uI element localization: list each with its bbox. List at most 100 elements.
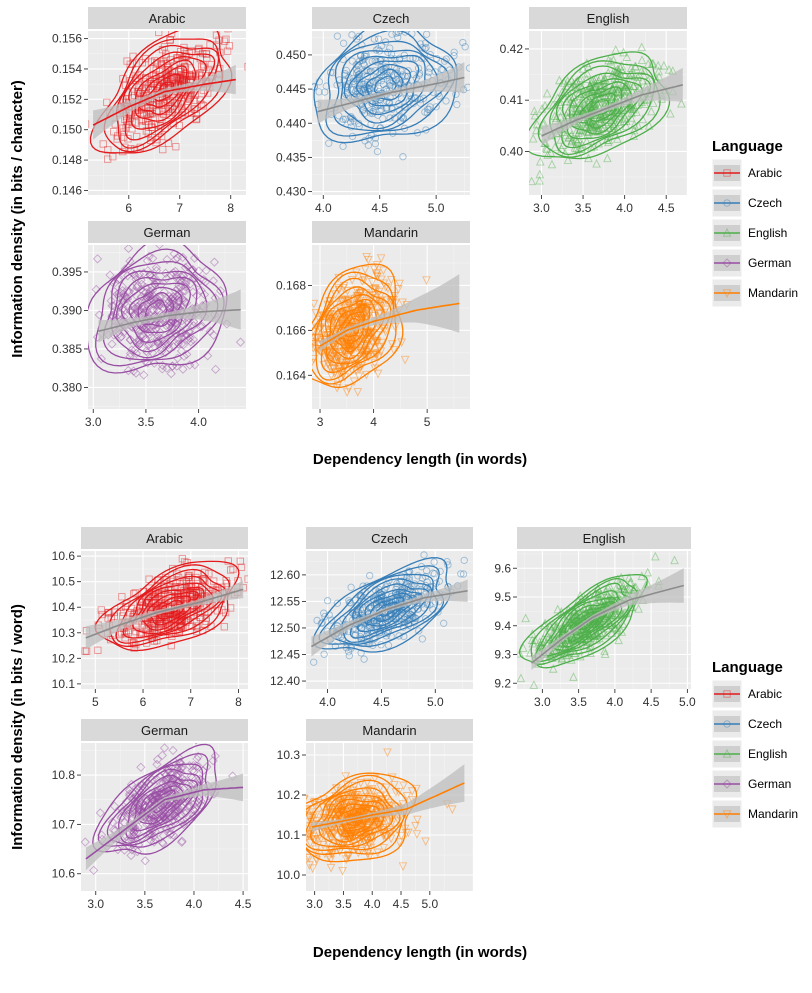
data-point bbox=[148, 299, 158, 309]
data-point bbox=[165, 812, 175, 823]
data-point bbox=[366, 308, 376, 318]
data-point bbox=[148, 253, 158, 264]
data-point bbox=[437, 65, 446, 74]
data-point bbox=[147, 775, 157, 785]
data-point bbox=[180, 587, 188, 595]
x-tick-label: 4.5 bbox=[643, 695, 660, 709]
data-point bbox=[114, 274, 125, 284]
data-point bbox=[142, 127, 151, 135]
data-point bbox=[418, 44, 426, 52]
data-point bbox=[145, 289, 155, 300]
data-point bbox=[330, 313, 340, 323]
data-point bbox=[631, 61, 641, 71]
data-point bbox=[165, 823, 176, 833]
data-point bbox=[542, 88, 552, 98]
data-point bbox=[123, 365, 133, 376]
data-point bbox=[564, 132, 574, 142]
data-point bbox=[312, 344, 318, 353]
data-point bbox=[163, 298, 173, 309]
data-point bbox=[133, 88, 142, 96]
data-point bbox=[370, 774, 380, 784]
data-point bbox=[171, 806, 181, 816]
data-point bbox=[398, 298, 407, 308]
data-point bbox=[356, 333, 365, 343]
data-point bbox=[568, 611, 577, 621]
data-point bbox=[174, 289, 185, 299]
data-point bbox=[323, 808, 333, 818]
data-point bbox=[350, 781, 359, 791]
data-point bbox=[140, 282, 151, 292]
data-point bbox=[306, 811, 309, 818]
facet-strip-label: Mandarin bbox=[364, 225, 418, 240]
data-point bbox=[643, 59, 653, 68]
data-point bbox=[339, 284, 348, 293]
data-point bbox=[628, 104, 638, 114]
data-point bbox=[339, 830, 349, 839]
smooth-line bbox=[317, 76, 465, 113]
data-point bbox=[386, 114, 394, 122]
x-tick-label: 3.0 bbox=[534, 695, 551, 709]
data-point bbox=[366, 820, 376, 830]
data-point bbox=[135, 325, 145, 336]
data-point bbox=[161, 775, 171, 785]
data-point bbox=[621, 586, 631, 596]
data-point bbox=[196, 69, 204, 77]
data-point bbox=[355, 289, 365, 298]
data-point bbox=[367, 278, 377, 287]
x-tick-label: 4.5 bbox=[373, 695, 390, 709]
data-point bbox=[156, 787, 167, 797]
data-point bbox=[361, 789, 371, 799]
data-point bbox=[330, 348, 339, 358]
data-point bbox=[353, 388, 363, 397]
data-point bbox=[344, 314, 354, 324]
data-point bbox=[585, 636, 595, 645]
data-point bbox=[134, 305, 145, 316]
data-point bbox=[593, 126, 603, 136]
data-point bbox=[353, 809, 363, 819]
x-tick-label: 6 bbox=[125, 201, 132, 215]
density-contour bbox=[138, 785, 184, 825]
legend-item-mandarin: Mandarin bbox=[711, 278, 798, 308]
confidence-band bbox=[311, 579, 468, 657]
data-point bbox=[422, 567, 431, 575]
density-contour bbox=[332, 40, 450, 132]
data-point bbox=[162, 824, 172, 834]
data-point bbox=[161, 274, 172, 284]
data-point bbox=[607, 610, 617, 620]
data-point bbox=[575, 103, 585, 113]
data-point bbox=[164, 301, 174, 311]
facet-strip bbox=[517, 527, 691, 549]
data-point bbox=[133, 307, 143, 317]
data-point bbox=[379, 832, 388, 841]
data-point bbox=[131, 274, 141, 284]
data-point bbox=[341, 855, 351, 865]
data-point bbox=[351, 631, 359, 640]
data-point bbox=[365, 334, 375, 344]
data-point bbox=[307, 814, 317, 823]
data-point bbox=[366, 796, 376, 806]
data-point bbox=[164, 105, 172, 113]
data-point bbox=[579, 602, 589, 612]
data-point bbox=[115, 332, 126, 343]
data-point bbox=[341, 315, 351, 324]
data-point bbox=[371, 338, 381, 348]
data-point bbox=[722, 258, 732, 268]
density-contour bbox=[314, 277, 395, 381]
data-point bbox=[312, 333, 317, 343]
data-point bbox=[169, 249, 179, 259]
data-point bbox=[611, 45, 621, 54]
data-point bbox=[611, 589, 621, 598]
data-point bbox=[261, 298, 269, 306]
data-point bbox=[151, 791, 161, 801]
data-point bbox=[152, 71, 160, 79]
data-point bbox=[384, 71, 392, 79]
data-point bbox=[548, 649, 557, 658]
data-point bbox=[187, 773, 197, 783]
data-point bbox=[364, 786, 374, 795]
data-point bbox=[160, 79, 169, 88]
data-point bbox=[126, 850, 136, 861]
data-point bbox=[394, 31, 403, 37]
data-point bbox=[359, 348, 368, 357]
data-point bbox=[140, 306, 150, 316]
data-point bbox=[569, 633, 579, 642]
